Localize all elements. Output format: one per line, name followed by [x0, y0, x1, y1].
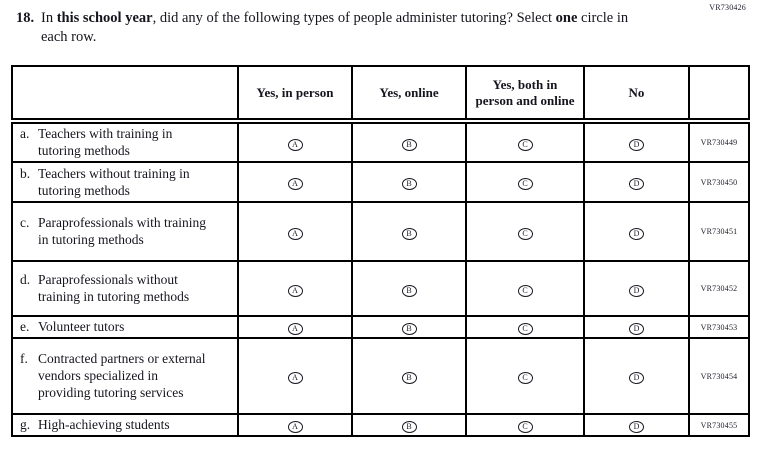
- row-letter: b.: [20, 165, 31, 181]
- question-segment: circle in each row.: [41, 10, 629, 46]
- table-row-a: a. Teachers with training in tutoring met…: [11, 120, 750, 163]
- row-code: VR730449: [688, 120, 750, 163]
- question-segment: , did any of the following types of peop…: [152, 10, 556, 26]
- option-yes-in-person[interactable]: A: [287, 178, 303, 190]
- table-row-g: g. High-achieving students A B C D VR7304…: [11, 413, 750, 437]
- row-label: Teachers with training in tutoring metho…: [38, 126, 173, 158]
- option-yes-both[interactable]: C: [517, 323, 533, 335]
- option-yes-online[interactable]: B: [401, 372, 417, 384]
- option-yes-online[interactable]: B: [401, 227, 417, 240]
- option-yes-both[interactable]: C: [517, 421, 533, 433]
- option-no[interactable]: D: [629, 421, 644, 433]
- option-no[interactable]: D: [629, 284, 644, 297]
- table-row-d: d. Paraprofessionals without training in …: [11, 260, 750, 317]
- option-yes-both[interactable]: C: [517, 138, 533, 151]
- col-header-yes-in-person: Yes, in person: [237, 65, 353, 124]
- row-letter: g.: [20, 417, 31, 432]
- row-code: VR730454: [688, 337, 750, 415]
- row-code: VR730452: [688, 260, 750, 317]
- header-row: Yes, in person Yes, online Yes, both in …: [11, 65, 750, 124]
- table-row-b: b. Teachers without training in tutoring …: [11, 161, 750, 203]
- row-letter: e.: [20, 319, 30, 334]
- option-yes-online[interactable]: B: [401, 138, 417, 151]
- row-code: VR730450: [688, 161, 750, 203]
- row-letter: c.: [20, 215, 30, 230]
- option-yes-in-person[interactable]: A: [287, 372, 303, 384]
- col-header-yes-both: Yes, both in person and online: [465, 65, 585, 124]
- row-letter: f.: [20, 351, 28, 366]
- question-segment-bold: one: [555, 10, 578, 26]
- row-letter: d.: [20, 272, 31, 287]
- table-row-f: f. Contracted partners or external vendor…: [11, 337, 750, 415]
- row-label: Teachers without training in tutoring me…: [38, 165, 190, 198]
- option-yes-both[interactable]: C: [517, 227, 533, 240]
- option-no[interactable]: D: [629, 372, 644, 384]
- option-yes-in-person[interactable]: A: [287, 421, 303, 433]
- option-no[interactable]: D: [629, 323, 644, 335]
- option-yes-both[interactable]: C: [517, 284, 533, 297]
- row-code: VR730451: [688, 201, 750, 262]
- option-yes-online[interactable]: B: [401, 421, 417, 433]
- option-no[interactable]: D: [629, 227, 644, 240]
- row-code: VR730455: [688, 413, 750, 437]
- row-code: VR730453: [688, 315, 750, 339]
- col-header-no: No: [583, 65, 690, 124]
- option-yes-both[interactable]: C: [517, 372, 533, 384]
- page-code: VR730426: [709, 3, 746, 12]
- question-segment-bold: this school year: [56, 10, 153, 26]
- response-table: Yes, in person Yes, online Yes, both in …: [11, 65, 750, 437]
- option-yes-in-person[interactable]: A: [287, 138, 303, 151]
- option-no[interactable]: D: [629, 178, 644, 190]
- option-yes-in-person[interactable]: A: [287, 323, 303, 335]
- row-label: Paraprofessionals without training in tu…: [38, 272, 190, 304]
- col-header-code: [688, 65, 750, 124]
- table-row-c: c. Paraprofessionals with training in tut…: [11, 201, 750, 262]
- option-yes-online[interactable]: B: [401, 323, 417, 335]
- row-letter: a.: [20, 126, 30, 141]
- question-segment: In: [41, 10, 57, 26]
- row-label: Volunteer tutors: [38, 319, 125, 334]
- row-label: High-achieving students: [38, 417, 170, 432]
- col-header-empty: [11, 65, 239, 124]
- col-header-yes-online: Yes, online: [351, 65, 467, 124]
- question-number: 18.: [16, 10, 35, 26]
- option-yes-in-person[interactable]: A: [287, 227, 303, 240]
- option-yes-online[interactable]: B: [401, 178, 417, 190]
- question-18: 18. In this school year, did any of the …: [16, 9, 633, 47]
- question-text: In this school year, did any of the foll…: [41, 9, 633, 47]
- table-row-e: e. Volunteer tutors A B C D VR730453: [11, 315, 750, 339]
- option-no[interactable]: D: [629, 138, 644, 151]
- option-yes-in-person[interactable]: A: [287, 284, 303, 297]
- option-yes-online[interactable]: B: [401, 284, 417, 297]
- option-yes-both[interactable]: C: [517, 178, 533, 190]
- row-label: Contracted partners or external vendors …: [38, 351, 206, 400]
- row-label: Paraprofessionals with training in tutor…: [38, 215, 206, 247]
